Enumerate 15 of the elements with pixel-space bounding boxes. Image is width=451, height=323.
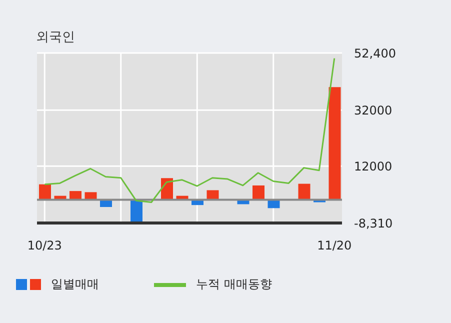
bar [252,185,264,200]
line-series [44,58,336,203]
bar [298,184,310,200]
y-tick-label: 12000 [354,159,392,174]
legend-label: 일별매매 [51,276,99,293]
bar [328,87,341,200]
x-tick-label: 11/20 [317,238,352,253]
bar [39,184,51,200]
y-tick-label: 32000 [354,103,392,118]
y-tick-label: -8,310 [354,216,393,230]
x-tick-label: 10/23 [27,238,62,253]
chart-title: 외국인 [36,29,75,46]
legend-label: 누적 매매동향 [196,276,272,293]
bar [130,200,142,222]
y-tick-label: 52,400 [354,46,396,60]
